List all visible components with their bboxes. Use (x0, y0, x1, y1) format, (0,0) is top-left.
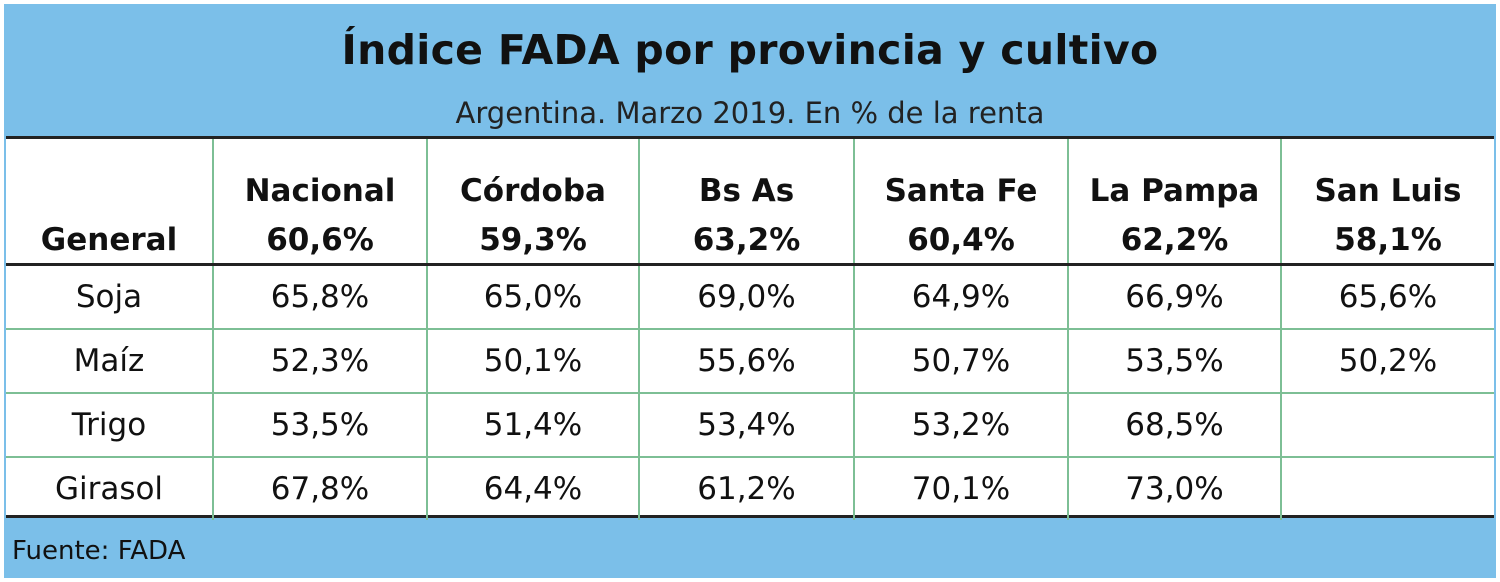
table-cell: 67,8% (212, 457, 428, 520)
table-cell: 53,4% (638, 393, 855, 458)
table-cell: 66,9% (1067, 264, 1282, 330)
table-cell: 50,7% (853, 329, 1069, 394)
header-cell-santa-fe: Santa Fe (853, 139, 1069, 217)
table-cell: 61,2% (638, 457, 855, 520)
table-cell: 53,2% (853, 393, 1069, 458)
table-cell: 68,5% (1067, 393, 1282, 458)
table-cell: 65,0% (426, 264, 640, 330)
table-row-soja: Soja 65,8% 65,0% 69,0% 64,9% 66,9% 65,6% (6, 264, 1494, 330)
header-cell-bs-as: Bs As (638, 139, 855, 217)
header-cell-cordoba: Córdoba (426, 139, 640, 217)
table-cell: 60,4% (853, 217, 1069, 266)
row-label: Girasol (6, 457, 214, 520)
source-note: Fuente: FADA (12, 536, 186, 566)
header-cell-empty (6, 139, 214, 217)
page-title: Índice FADA por provincia y cultivo (341, 26, 1159, 74)
table-cell: 53,5% (212, 393, 428, 458)
table-cell: 60,6% (212, 217, 428, 266)
table-cell: 65,6% (1280, 264, 1494, 330)
table-cell: 50,2% (1280, 329, 1494, 394)
table-row-trigo: Trigo 53,5% 51,4% 53,4% 53,2% 68,5% (6, 393, 1494, 458)
table-cell: 51,4% (426, 393, 640, 458)
table-cell: 63,2% (638, 217, 855, 266)
table-cell: 70,1% (853, 457, 1069, 520)
table-cell: 58,1% (1280, 217, 1494, 266)
row-label: General (6, 217, 214, 266)
table-row-girasol: Girasol 67,8% 64,4% 61,2% 70,1% 73,0% (6, 457, 1494, 520)
table-cell: 53,5% (1067, 329, 1282, 394)
row-label: Maíz (6, 329, 214, 394)
table-cell: 64,9% (853, 264, 1069, 330)
table-cell (1280, 393, 1494, 458)
table-cell: 64,4% (426, 457, 640, 520)
row-label: Trigo (6, 393, 214, 458)
table-cell (1280, 457, 1494, 520)
data-table: Nacional Córdoba Bs As Santa Fe La Pampa… (6, 136, 1494, 520)
header-cell-nacional: Nacional (212, 139, 428, 217)
table-cell: 52,3% (212, 329, 428, 394)
table-cell: 55,6% (638, 329, 855, 394)
table-frame: Índice FADA por provincia y cultivo Arge… (4, 4, 1496, 578)
table-cell: 65,8% (212, 264, 428, 330)
table-row-general: General 60,6% 59,3% 63,2% 60,4% 62,2% 58… (6, 217, 1494, 266)
header-cell-san-luis: San Luis (1280, 139, 1494, 217)
table-cell: 69,0% (638, 264, 855, 330)
table-cell: 50,1% (426, 329, 640, 394)
table-cell: 73,0% (1067, 457, 1282, 520)
table-row-maiz: Maíz 52,3% 50,1% 55,6% 50,7% 53,5% 50,2% (6, 329, 1494, 394)
header-cell-la-pampa: La Pampa (1067, 139, 1282, 217)
row-label: Soja (6, 264, 214, 330)
page-subtitle: Argentina. Marzo 2019. En % de la renta (455, 96, 1045, 130)
table-header-row: Nacional Córdoba Bs As Santa Fe La Pampa… (6, 139, 1494, 217)
table-cell: 59,3% (426, 217, 640, 266)
table-cell: 62,2% (1067, 217, 1282, 266)
